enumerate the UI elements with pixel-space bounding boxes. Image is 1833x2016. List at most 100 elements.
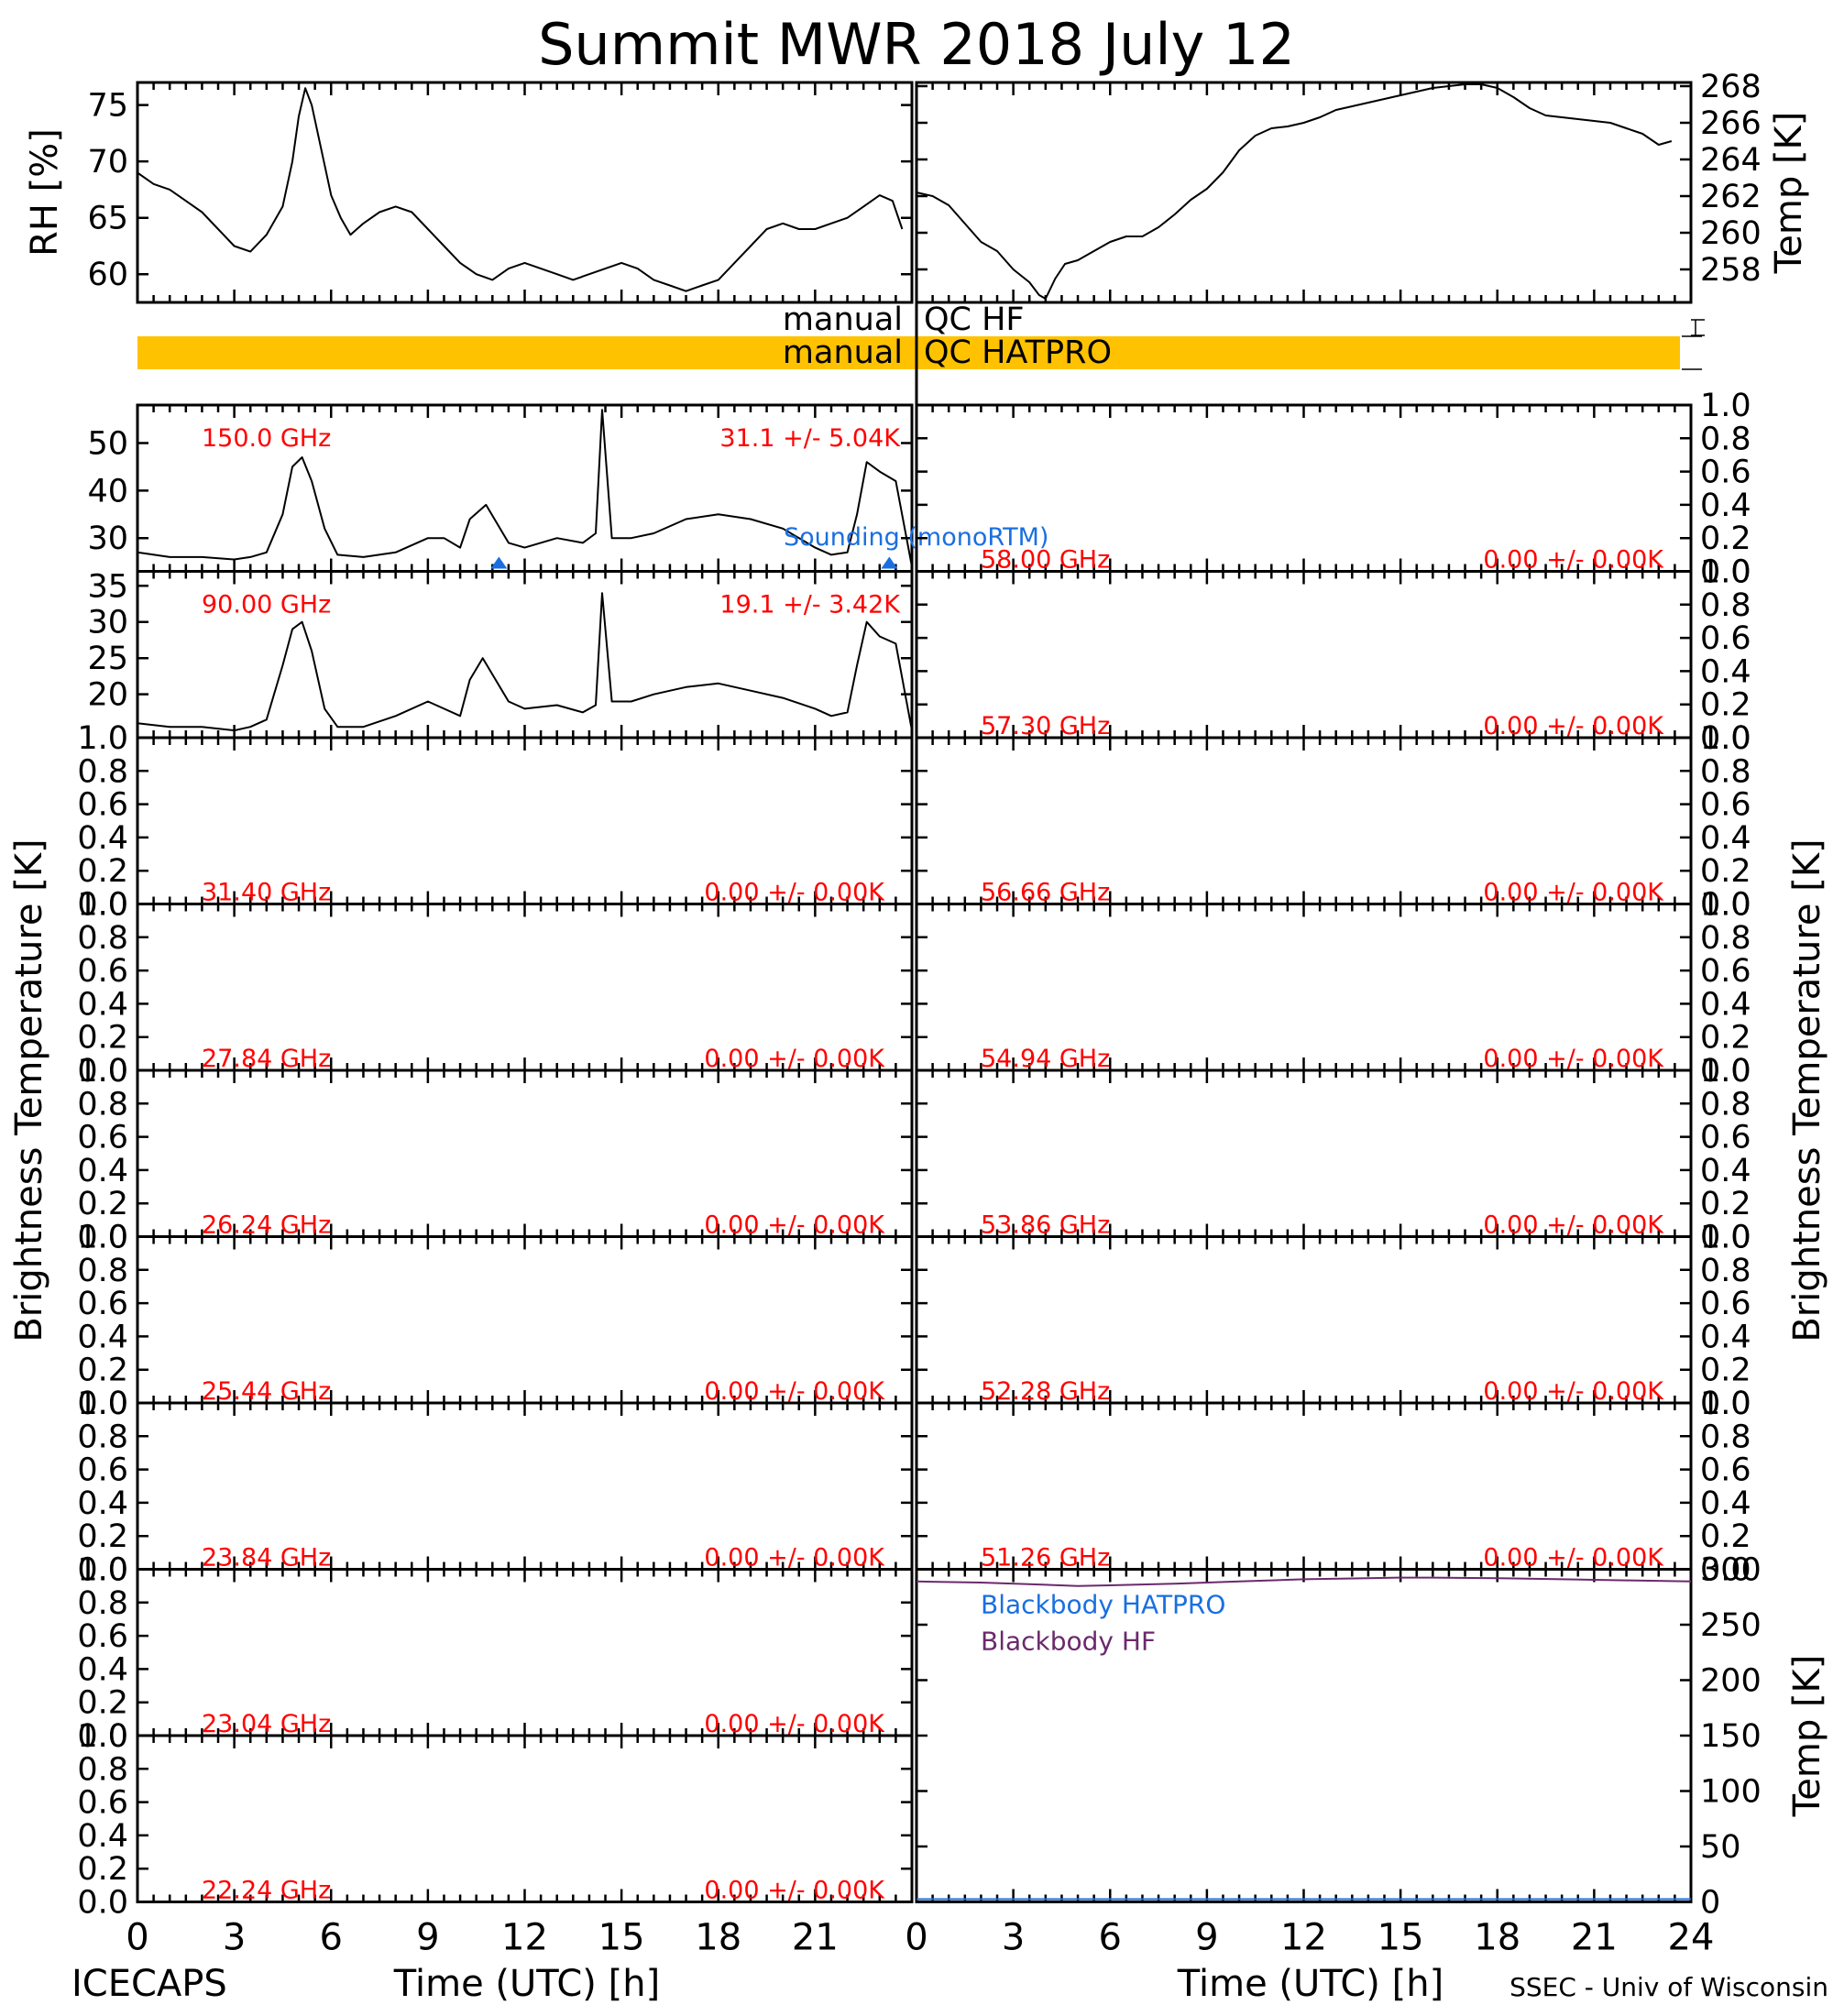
stats-label: 0.00 +/- 0.00K (704, 879, 885, 907)
y-tick-label: 0.2 (77, 1020, 128, 1057)
stats-label: 0.00 +/- 0.00K (1483, 546, 1664, 575)
y-tick-label: 0.8 (1700, 753, 1751, 790)
frequency-label: 26.24 GHz (202, 1211, 331, 1240)
y-tick-label: 0.0 (77, 1386, 128, 1422)
y-tick-label: 0.8 (77, 1086, 128, 1123)
x-tick-label: 18 (695, 1917, 741, 1959)
frequency-label: 22.24 GHz (202, 1877, 331, 1905)
x-tick-marks (915, 1070, 1693, 1237)
y-tick-label: 20 (87, 677, 128, 714)
x-axis-label-left: Time (UTC) [h] (393, 1963, 660, 2005)
y-tick-label: 0.4 (77, 1153, 128, 1189)
y-tick-label: 0.6 (1700, 1452, 1751, 1489)
y-tick-label: 50 (87, 425, 128, 462)
frequency-label: 23.04 GHz (202, 1710, 331, 1738)
y-tick-label: 268 (1700, 69, 1762, 105)
frequency-label: 53.86 GHz (981, 1211, 1110, 1240)
y-tick-label: 0.6 (1700, 620, 1751, 657)
y-tick-label: 0.8 (1700, 1253, 1751, 1289)
y-tick-label: 70 (87, 144, 128, 181)
trace-ch90 (137, 592, 913, 732)
x-tick-label: 6 (1099, 1917, 1122, 1959)
y-tick-label: 25 (87, 641, 128, 677)
stats-label: 19.1 +/- 3.42K (719, 591, 901, 619)
y-tick-label: 0.6 (77, 1452, 128, 1489)
y-tick-label: 0.4 (1700, 488, 1751, 524)
x-tick-label: 6 (320, 1917, 343, 1959)
y-tick-label: 264 (1700, 142, 1762, 179)
y-tick-label: 0.8 (77, 1585, 128, 1622)
y-tick-label: 65 (87, 201, 128, 237)
frequency-label: 52.28 GHz (981, 1377, 1110, 1406)
y-tick-marks (916, 1568, 1691, 1903)
y-tick-label: 1.0 (1700, 887, 1751, 924)
y-tick-label: 0.0 (1700, 1552, 1751, 1589)
x-tick-marks (136, 571, 914, 738)
y-tick-label: 1.0 (77, 720, 128, 757)
y-tick-label: 1.0 (1700, 1220, 1751, 1256)
y-tick-label: 0.4 (77, 1651, 128, 1688)
y-tick-label: 75 (87, 88, 128, 125)
x-tick-label: 9 (1195, 1917, 1218, 1959)
x-axis-label-right: Time (UTC) [h] (1177, 1963, 1443, 2005)
y-tick-label: 262 (1700, 179, 1762, 215)
y-tick-label: 0.0 (77, 1718, 128, 1755)
frequency-label: 56.66 GHz (981, 879, 1110, 907)
y-tick-label: 0.4 (1700, 986, 1751, 1023)
stats-label: 0.00 +/- 0.00K (1483, 879, 1664, 907)
blackbody-hatpro-legend: Blackbody HATPRO (981, 1590, 1225, 1620)
stats-label: 0.00 +/- 0.00K (1483, 712, 1664, 740)
x-tick-label: 9 (416, 1917, 439, 1959)
stats-label: 0.00 +/- 0.00K (704, 1710, 885, 1738)
x-tick-label: 12 (1280, 1917, 1327, 1959)
figure-title: Summit MWR 2018 July 12 (538, 11, 1295, 78)
blackbody-temp-axis-label: Temp [K] (1786, 1655, 1828, 1818)
x-tick-label: 3 (1002, 1917, 1025, 1959)
stats-label: 31.1 +/- 5.04K (719, 424, 901, 453)
y-tick-label: 1.0 (77, 1220, 128, 1256)
y-tick-label: 0.2 (77, 1186, 128, 1222)
y-tick-label: 0.0 (77, 1552, 128, 1589)
frequency-label: 58.00 GHz (981, 546, 1110, 575)
x-tick-label: 21 (792, 1917, 839, 1959)
y-tick-label: 0.0 (1700, 1053, 1751, 1090)
x-tick-marks (136, 1736, 914, 1902)
temp-axis-label: Temp [K] (1768, 112, 1810, 275)
y-tick-label: 0.0 (1700, 887, 1751, 924)
frequency-label: 31.40 GHz (202, 879, 331, 907)
y-tick-label: 266 (1700, 105, 1762, 142)
stats-label: 0.00 +/- 0.00K (704, 1377, 885, 1406)
frequency-label: 57.30 GHz (981, 712, 1110, 740)
y-tick-label: 0.0 (1700, 1220, 1751, 1256)
x-tick-marks (915, 1236, 1693, 1403)
y-tick-label: 100 (1700, 1774, 1762, 1811)
frequency-label: 23.84 GHz (202, 1544, 331, 1572)
y-tick-label: 40 (87, 473, 128, 509)
y-tick-label: 0.0 (77, 1053, 128, 1090)
y-tick-label: 0.8 (77, 753, 128, 790)
frequency-label: 150.0 GHz (202, 424, 331, 453)
y-tick-label: 0.8 (1700, 421, 1751, 457)
stats-label: 0.00 +/- 0.00K (1483, 1045, 1664, 1073)
y-tick-label: 35 (87, 568, 128, 605)
y-tick-label: 0.2 (77, 853, 128, 890)
y-tick-label: 300 (1700, 1552, 1762, 1589)
stats-label: 0.00 +/- 0.00K (1483, 1544, 1664, 1572)
y-tick-marks (137, 1734, 912, 1903)
x-tick-label: 0 (126, 1917, 148, 1959)
y-tick-label: 1.0 (1700, 554, 1751, 591)
x-tick-marks (915, 405, 1693, 572)
x-tick-marks (915, 571, 1693, 738)
frequency-label: 25.44 GHz (202, 1377, 331, 1406)
y-tick-label: 0.8 (77, 1751, 128, 1788)
x-tick-label: 0 (905, 1917, 927, 1959)
y-tick-label: 0.0 (1700, 720, 1751, 757)
y-tick-label: 0.6 (77, 787, 128, 824)
frequency-label: 90.00 GHz (202, 591, 331, 619)
x-tick-marks (915, 904, 1693, 1070)
qc-hf-label: manual (783, 301, 903, 338)
y-tick-label: 30 (87, 605, 128, 641)
y-tick-label: 0.6 (1700, 1120, 1751, 1156)
x-tick-marks (136, 1569, 914, 1736)
y-tick-marks (137, 104, 912, 276)
